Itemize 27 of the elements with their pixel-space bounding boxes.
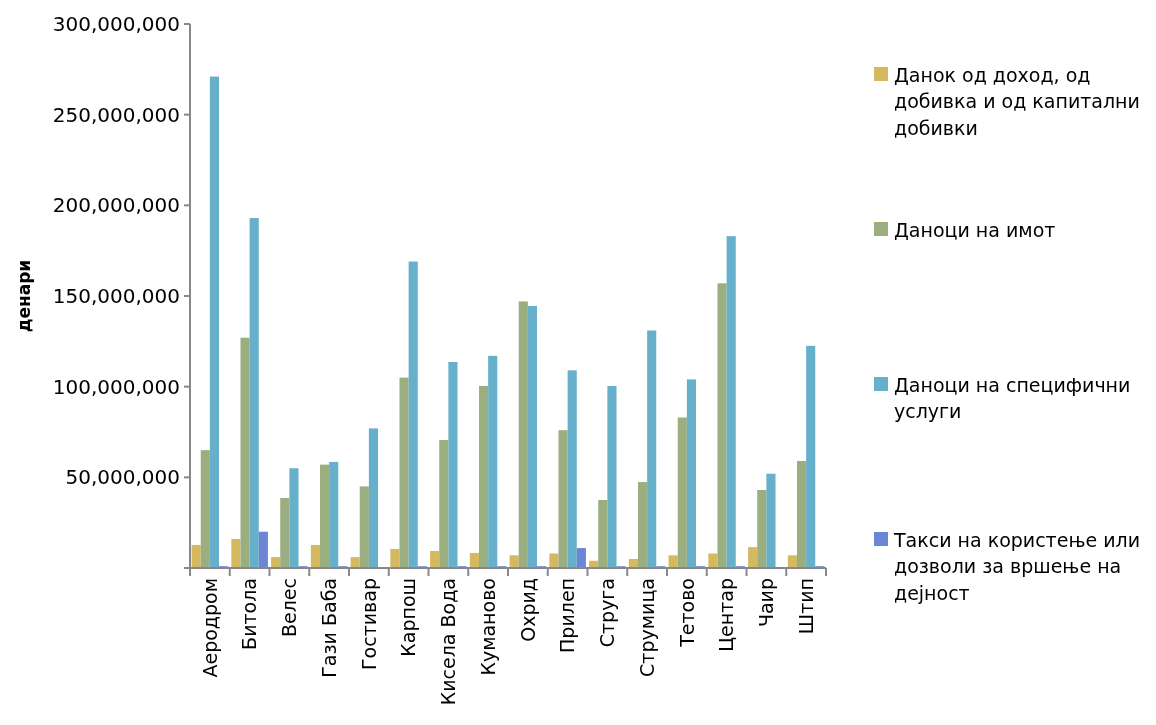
legend-label: Такси на користење или дозволи за вршење на дејност [893, 528, 1141, 604]
y-tick-label: 100,000,000 [52, 374, 180, 399]
y-tick-label: 150,000,000 [52, 284, 180, 308]
x-tick-label: Охрид [516, 578, 539, 642]
x-tick-label: Прилеп [556, 578, 579, 653]
x-tick-label: Центар [715, 578, 738, 652]
x-tick-label: Гази Баба [317, 578, 340, 678]
y-tick-label: 200,000,000 [52, 193, 180, 218]
x-tick-label: Штип [794, 578, 817, 635]
x-tick-label: Тетово [675, 578, 698, 648]
legend-label: Даноци на имот [894, 218, 1056, 241]
x-tick-label: Струга [596, 578, 619, 648]
y-tick-label: 250,000,000 [52, 102, 180, 127]
y-axis-title: денари [14, 259, 34, 333]
x-tick-label: Битола [238, 578, 261, 650]
y-tick-label: 50,000,000 [65, 465, 180, 490]
x-tick-label: Гостивар [357, 578, 380, 670]
x-tick-label: Куманово [476, 578, 499, 676]
y-tick-label: 300,000,000 [52, 12, 180, 36]
x-tick-label: Чаир [755, 578, 778, 628]
x-tick-label: Карпош [397, 578, 420, 657]
legend-label: Даноци на специфични услуги [894, 373, 1131, 423]
x-tick-label: Аеродром [198, 578, 221, 678]
x-tick-label: Кисела Вода [437, 578, 460, 706]
legend-label: Данок од доход, од добивка и од капитални добивки [894, 63, 1140, 139]
x-tick-label: Струмица [635, 578, 658, 677]
x-tick-label: Велес [278, 578, 301, 638]
